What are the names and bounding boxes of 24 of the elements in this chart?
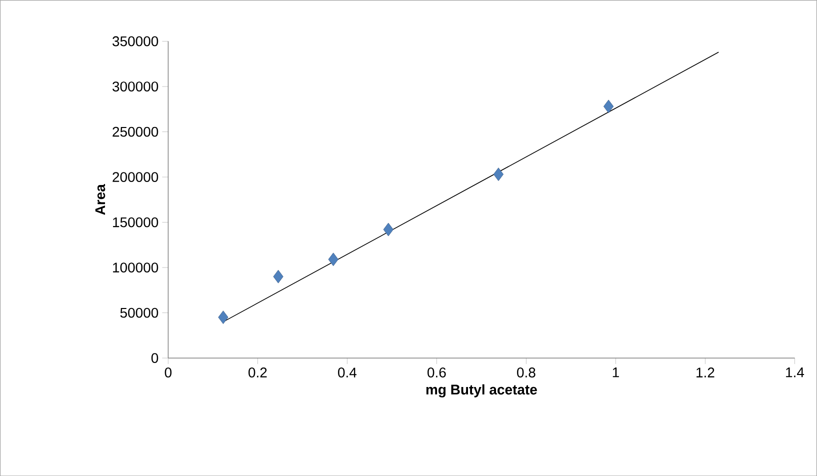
x-tick-label: 0.8 — [517, 367, 536, 378]
x-tick-label: 1.2 — [696, 367, 714, 378]
point — [383, 222, 394, 236]
y-tick-label: 0 — [151, 352, 158, 363]
x-tick-label: 0.2 — [248, 367, 267, 378]
x-axis-title: mg Butyl acetate — [426, 384, 537, 398]
y-tick-label: 100000 — [113, 262, 158, 272]
x-tick-label: 1.4 — [786, 367, 804, 378]
y-axis-title: Area — [95, 184, 106, 215]
y-tick-label: 300000 — [112, 81, 158, 92]
point — [328, 252, 338, 266]
x-tick-label: 0.6 — [428, 367, 446, 378]
x-tick-label: 0.4 — [338, 367, 357, 378]
y-tick-label: 150000 — [113, 217, 158, 228]
x-tick-label: 0 — [164, 367, 172, 378]
point — [493, 167, 504, 181]
y-tick-label: 250000 — [112, 126, 158, 137]
point — [603, 100, 614, 114]
point — [273, 270, 284, 284]
y-tick-label: 200000 — [112, 172, 158, 182]
y-tick-label: 50000 — [120, 308, 158, 318]
x-tick-label: 1 — [612, 367, 619, 378]
y-tick-label: 350000 — [112, 36, 158, 46]
point — [218, 310, 228, 324]
